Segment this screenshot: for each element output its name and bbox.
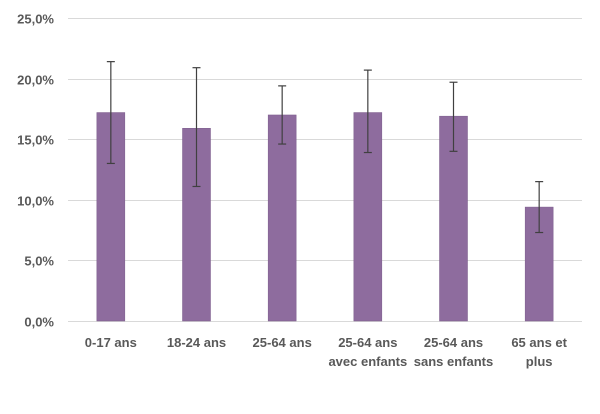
x-category-label-line: 65 ans et bbox=[511, 335, 567, 350]
y-tick-label: 15,0% bbox=[17, 133, 54, 148]
y-tick-label: 5,0% bbox=[24, 254, 54, 269]
error-bar bbox=[535, 181, 544, 234]
x-category-label-line: sans enfants bbox=[414, 354, 493, 369]
error-bar bbox=[278, 85, 287, 145]
x-category-label: 25-64 ans sans enfants bbox=[414, 335, 493, 369]
y-tick-label: 10,0% bbox=[17, 194, 54, 209]
y-tick-label: 0,0% bbox=[24, 315, 54, 330]
x-category-label: 18-24 ans bbox=[167, 335, 226, 350]
error-bars bbox=[106, 61, 544, 234]
error-bar bbox=[363, 69, 372, 154]
y-axis-tick-labels: 0,0% 5,0% 10,0% 15,0% 20,0% 25,0% bbox=[17, 12, 54, 330]
gridlines bbox=[68, 18, 582, 322]
error-bar bbox=[449, 81, 458, 152]
x-category-label: 0-17 ans bbox=[85, 335, 137, 350]
y-tick-label: 20,0% bbox=[17, 73, 54, 88]
x-category-label-line: 25-64 ans bbox=[253, 335, 312, 350]
x-category-label: 65 ans et plus bbox=[511, 335, 567, 369]
error-bar bbox=[106, 61, 115, 165]
x-axis-category-labels: 0-17 ans 18-24 ans 25-64 ans 25-64 ans avec … bbox=[85, 335, 568, 369]
error-bar bbox=[192, 67, 201, 188]
x-category-label-line: plus bbox=[526, 354, 553, 369]
x-category-label: 25-64 ans avec enfants bbox=[328, 335, 407, 369]
x-category-label-line: 25-64 ans bbox=[424, 335, 483, 350]
bars bbox=[96, 112, 554, 322]
x-category-label-line: 0-17 ans bbox=[85, 335, 137, 350]
bar bbox=[267, 114, 297, 322]
x-category-label-line: avec enfants bbox=[328, 354, 407, 369]
x-category-label: 25-64 ans bbox=[253, 335, 312, 350]
x-category-label-line: 18-24 ans bbox=[167, 335, 226, 350]
y-tick-label: 25,0% bbox=[17, 12, 54, 27]
x-category-label-line: 25-64 ans bbox=[338, 335, 397, 350]
